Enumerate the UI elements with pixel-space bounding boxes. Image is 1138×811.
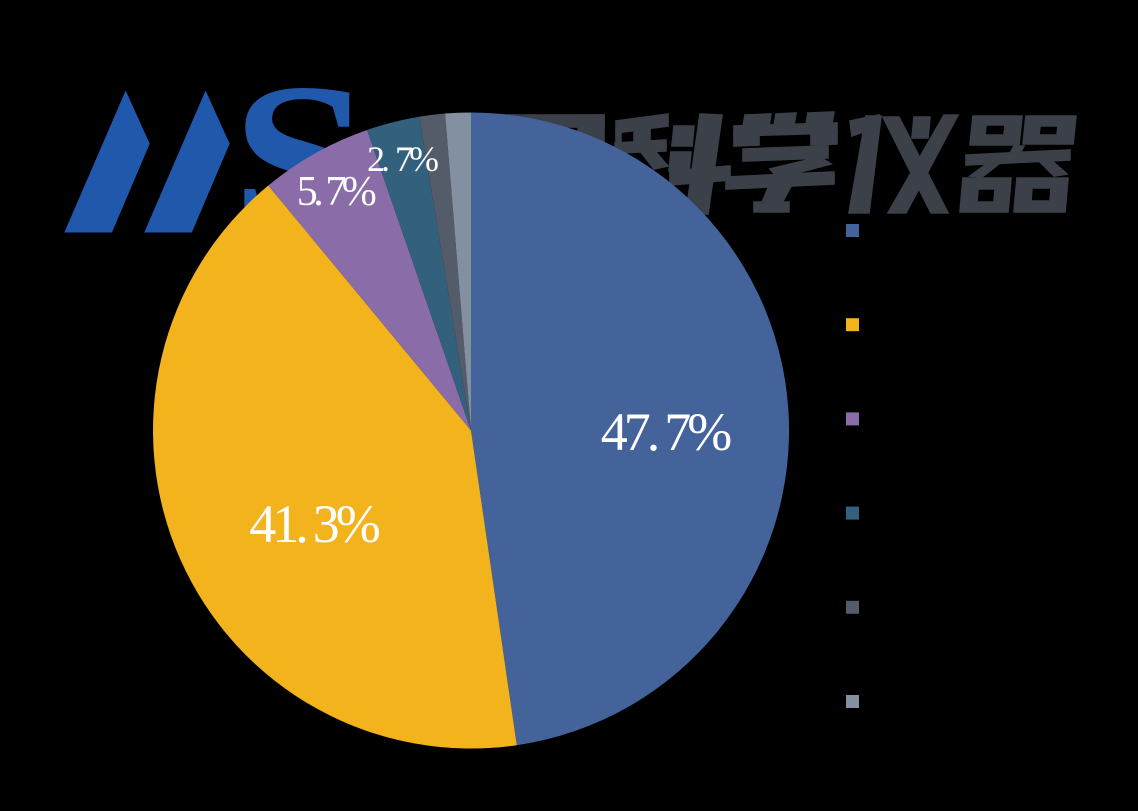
svg-text:41.3%: 41. 3% (249, 494, 380, 554)
svg-text:5.7%: 5. 7% (297, 169, 376, 215)
svg-text:47.7%: 47. 7% (601, 402, 732, 462)
svg-text:2.7%: 2. 7% (367, 139, 438, 179)
